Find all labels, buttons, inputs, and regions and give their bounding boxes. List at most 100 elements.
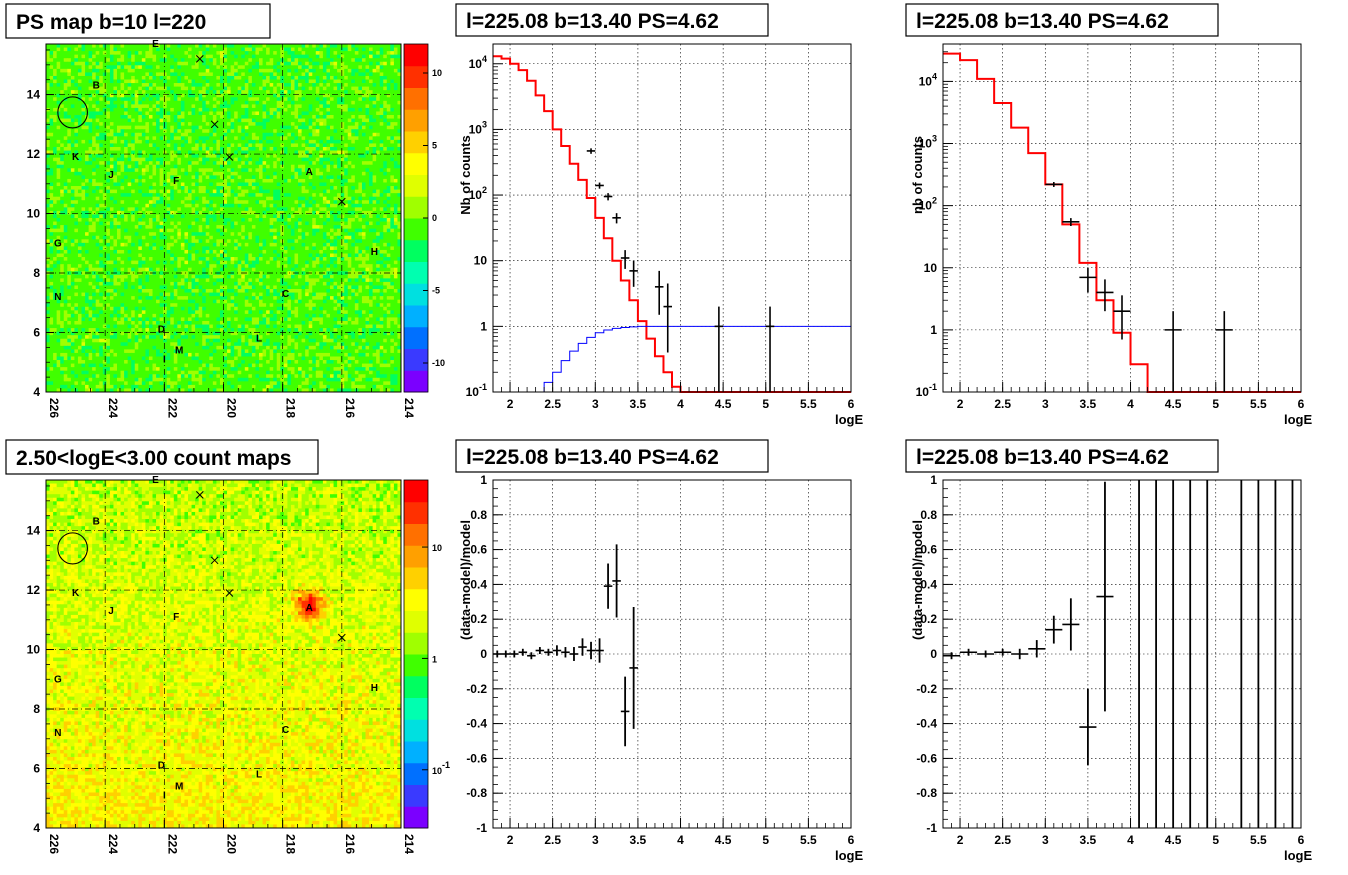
colorbar-step	[404, 326, 428, 349]
y-axis-label: (data-model)/model	[458, 520, 473, 640]
model-histogram	[943, 52, 1301, 393]
colorbar-frame	[403, 479, 429, 829]
x-tick-label: 5.5	[1250, 833, 1267, 847]
colorbar-step	[404, 567, 428, 590]
residual-point	[994, 648, 1012, 656]
source-label: F	[173, 612, 179, 623]
series	[493, 55, 851, 393]
colorbar-tick-label: 10	[432, 68, 442, 78]
axes: 2 2.5 3 3.5 4 4.5 5 5.5 6 10-1 1 10 102 103 104	[466, 43, 855, 411]
colorbar-step	[404, 480, 428, 503]
y-tick-label: 1	[930, 323, 937, 337]
residual-point	[629, 607, 638, 729]
residual-point	[603, 563, 613, 609]
y-tick-label: 10	[474, 254, 488, 268]
ps-circle	[57, 96, 88, 129]
x-tick-label: 6	[848, 833, 855, 847]
colorbar: 10 1 10-1	[403, 479, 450, 829]
data-point	[663, 283, 672, 353]
source-cross	[225, 153, 234, 161]
x-tick-label: 2	[507, 397, 514, 411]
colorbar-step	[404, 697, 428, 720]
colorbar-tick-label: 0	[432, 213, 437, 223]
residual-point	[620, 676, 630, 747]
y-tick-label: 0	[930, 647, 937, 661]
source-label: A	[306, 603, 313, 614]
x-tick-label: 5	[1212, 397, 1219, 411]
x-tick-label: 4	[677, 833, 684, 847]
source-label: N	[54, 728, 61, 739]
x-tick-label: 2.5	[994, 833, 1011, 847]
x-tick-label: 222	[165, 398, 179, 418]
colorbar-step	[404, 784, 428, 807]
data-point	[765, 306, 775, 392]
x-tick-label: 224	[106, 398, 120, 418]
y-tick-label: 104	[919, 71, 937, 88]
x-axis-label: logE	[835, 848, 863, 863]
source-label: J	[108, 170, 114, 181]
y-tick-label: 0	[480, 647, 487, 661]
x-tick-label: 2	[957, 833, 964, 847]
colorbar-step	[404, 762, 428, 785]
colorbar-step	[404, 239, 428, 262]
axes: 2 2.5 3 3.5 4 4.5 5 5.5 6 10-1 1 10 102 103 104	[916, 43, 1305, 411]
y-tick-label: 1	[930, 473, 937, 487]
data-point	[654, 270, 664, 315]
source-label: H	[371, 683, 378, 694]
y-tick-label: 103	[919, 134, 937, 151]
y-tick-label: 1	[480, 473, 487, 487]
y-axis-label: (data-model)/model	[910, 520, 925, 640]
source-label: J	[108, 606, 114, 617]
colorbar-step	[404, 719, 428, 742]
panel-spectrum-1: l=225.08 b=13.40 PS=4.62 2 2.5 3 3.5 4 4.5 5 5.…	[455, 3, 863, 427]
x-tick-label: 218	[284, 398, 298, 418]
x-tick-label: 226	[47, 834, 61, 854]
panel-spectrum-2: l=225.08 b=13.40 PS=4.62 2 2.5 3 3.5 4 4.5 5 5.…	[905, 3, 1312, 427]
residual-point	[977, 650, 995, 658]
source-cross	[210, 120, 219, 129]
data-point	[595, 182, 604, 189]
x-tick-label: 4	[677, 397, 684, 411]
data-point	[1113, 295, 1131, 340]
y-axis-label: Nb of counts	[458, 135, 473, 214]
axes: 2 2.5 3 3.5 4 4.5 5 5.5 6 1 0.8 0.6 0.4 0.2 0 -0.2 -0.4 -…	[916, 473, 1304, 847]
data-point	[586, 148, 596, 154]
colorbar-step	[404, 501, 428, 524]
x-tick-label: 2	[957, 397, 964, 411]
residual-point	[569, 647, 579, 661]
source-cross	[210, 556, 219, 565]
source-label: A	[306, 167, 313, 178]
y-tick-label: 0.8	[920, 508, 937, 522]
source-label: H	[371, 247, 378, 258]
y-tick-label: 0.2	[470, 612, 487, 626]
source-label: C	[282, 289, 289, 300]
residual-point	[1045, 615, 1063, 644]
axes: 226 224 222 220 218 216 214 4 6 8 10 12 14	[27, 49, 416, 418]
source-cross	[195, 491, 204, 499]
x-tick-label: 218	[284, 834, 298, 854]
source-label: K	[72, 588, 80, 599]
x-tick-label: 4	[1127, 397, 1134, 411]
residual-point	[612, 544, 621, 618]
data-point	[1215, 311, 1233, 392]
x-tick-label: 3.5	[630, 833, 647, 847]
colorbar-tick-label: 10	[432, 543, 442, 553]
grid	[943, 480, 1302, 828]
y-tick-label: -0.6	[466, 751, 487, 765]
heatmap-cells	[46, 44, 402, 393]
x-tick-label: 2.5	[544, 397, 561, 411]
x-tick-label: 226	[47, 398, 61, 418]
residual-point	[943, 652, 961, 660]
colorbar-tick-label: -10	[432, 358, 445, 368]
heatmap-cells	[46, 480, 402, 829]
colorbar-tick-label: -5	[432, 286, 440, 296]
x-tick-label: 4.5	[715, 397, 732, 411]
data-point	[1045, 182, 1063, 187]
x-tick-label: 3.5	[630, 397, 647, 411]
title-box	[905, 3, 1219, 37]
y-tick-label: 102	[919, 196, 937, 213]
data-point	[603, 193, 613, 201]
y-tick-label: -0.6	[916, 751, 937, 765]
